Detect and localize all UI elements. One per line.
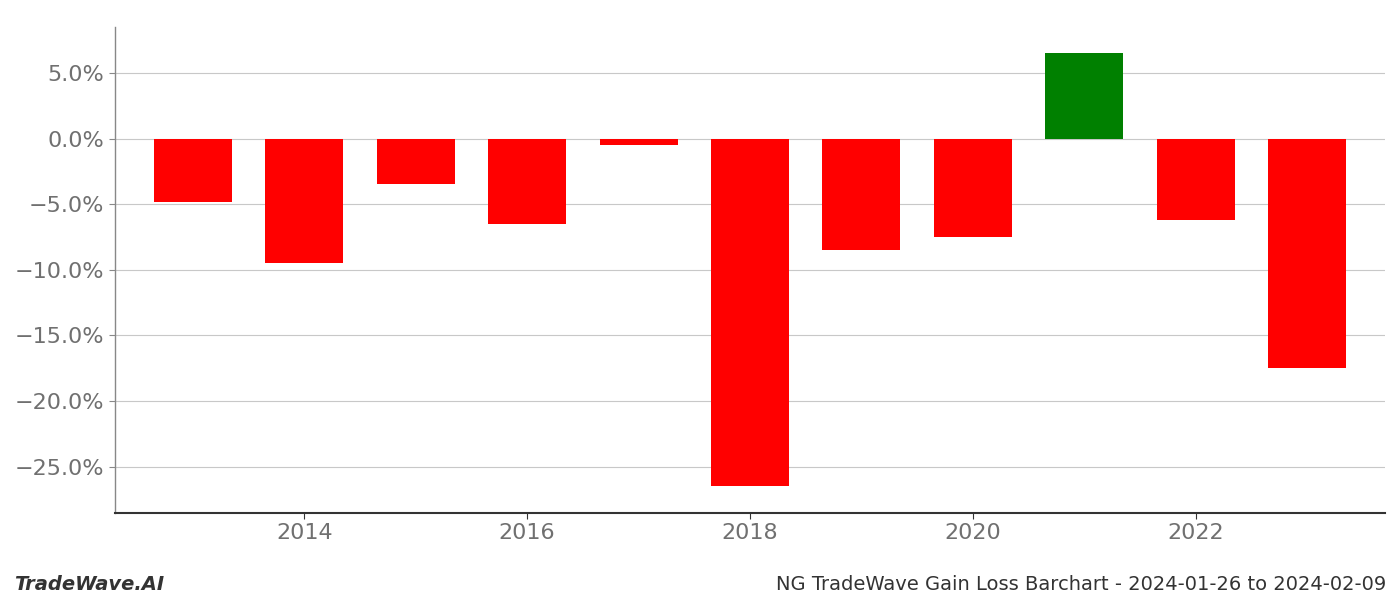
Bar bbox=[711, 139, 790, 487]
Bar bbox=[1046, 53, 1123, 139]
Bar bbox=[1268, 139, 1345, 368]
Bar bbox=[266, 139, 343, 263]
Bar bbox=[377, 139, 455, 184]
Text: TradeWave.AI: TradeWave.AI bbox=[14, 575, 164, 594]
Text: NG TradeWave Gain Loss Barchart - 2024-01-26 to 2024-02-09: NG TradeWave Gain Loss Barchart - 2024-0… bbox=[776, 575, 1386, 594]
Bar bbox=[1156, 139, 1235, 220]
Bar bbox=[934, 139, 1012, 237]
Bar bbox=[822, 139, 900, 250]
Bar bbox=[154, 139, 232, 202]
Bar bbox=[599, 139, 678, 145]
Bar bbox=[489, 139, 566, 224]
